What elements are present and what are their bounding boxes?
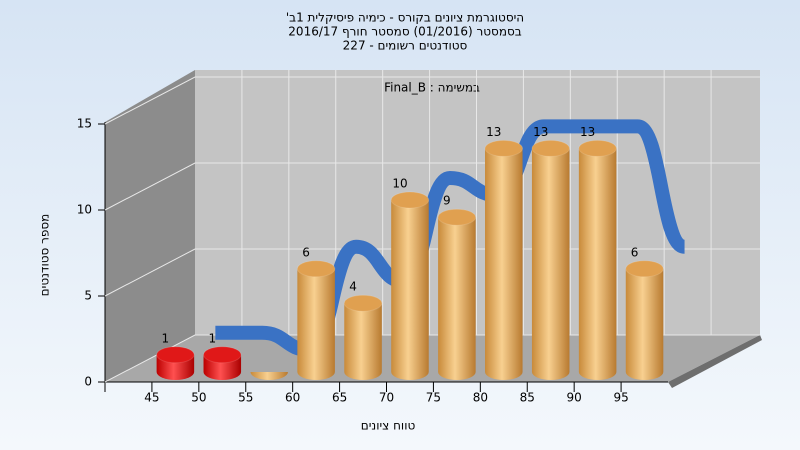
x-tick-label: 60 [285, 391, 300, 405]
bar-top [390, 191, 430, 209]
annotation: במשימה : Final_B [384, 81, 480, 95]
title-line: בסמסטר (01/2016) סמסטר חורף 2016/17 [288, 25, 521, 39]
value-label: 1 [162, 331, 170, 345]
x-tick-label: 50 [191, 391, 206, 405]
bar-top [625, 260, 664, 278]
grid-line [104, 76, 760, 125]
value-label: 6 [302, 245, 310, 259]
bar-top [156, 346, 195, 364]
x-tick-label: 90 [567, 391, 582, 405]
x-axis-label: טווח ציונים [361, 419, 416, 433]
bar-top [531, 139, 570, 157]
bar [625, 268, 664, 380]
y-tick-label: 15 [77, 117, 92, 131]
x-tick-label: 70 [379, 391, 394, 405]
x-tick-label: 45 [144, 391, 159, 405]
bar [438, 217, 476, 380]
value-label: 13 [580, 125, 595, 139]
value-label: 6 [631, 245, 639, 259]
value-label: 13 [486, 125, 501, 139]
value-label: 1 [208, 331, 216, 345]
bar [250, 372, 288, 380]
x-tick-label: 55 [238, 391, 253, 405]
x-tick-label: 65 [332, 391, 347, 405]
grid-line [104, 334, 760, 383]
bar-top [203, 346, 242, 364]
title-line: היסטוגרמת ציונים בקורס - כימיה פיסיקלית … [286, 11, 524, 25]
grid-line [104, 162, 760, 211]
value-label: 10 [392, 177, 407, 191]
x-tick-label: 80 [473, 391, 488, 405]
value-label: 4 [349, 280, 357, 294]
bar [485, 148, 523, 380]
y-tick-label: 10 [77, 203, 92, 217]
bar-top [343, 294, 383, 312]
value-label: 9 [443, 194, 451, 208]
bar-top [484, 139, 524, 157]
value-label: 13 [533, 125, 548, 139]
bar [531, 148, 570, 380]
bar-top [296, 260, 336, 278]
back-wall [195, 70, 760, 335]
y-tick-label: 0 [84, 375, 92, 389]
bar [344, 303, 382, 380]
bar [391, 200, 429, 380]
title: היסטוגרמת ציונים בקורס - כימיה פיסיקלית … [286, 11, 524, 53]
bar-top [437, 208, 477, 226]
x-tick-label: 95 [613, 391, 628, 405]
bar [297, 268, 335, 380]
x-tick-label: 85 [520, 391, 535, 405]
y-tick-label: 5 [84, 289, 92, 303]
x-tick-label: 75 [426, 391, 441, 405]
bar [578, 148, 617, 380]
y-axis-label: מספר סטודנטים [38, 214, 52, 297]
bar-top [578, 139, 617, 157]
floor-edge [668, 335, 762, 388]
left-wall [105, 70, 195, 382]
title-line: סטודנטים רשומים - 227 [343, 39, 468, 53]
grid-line [104, 248, 760, 297]
